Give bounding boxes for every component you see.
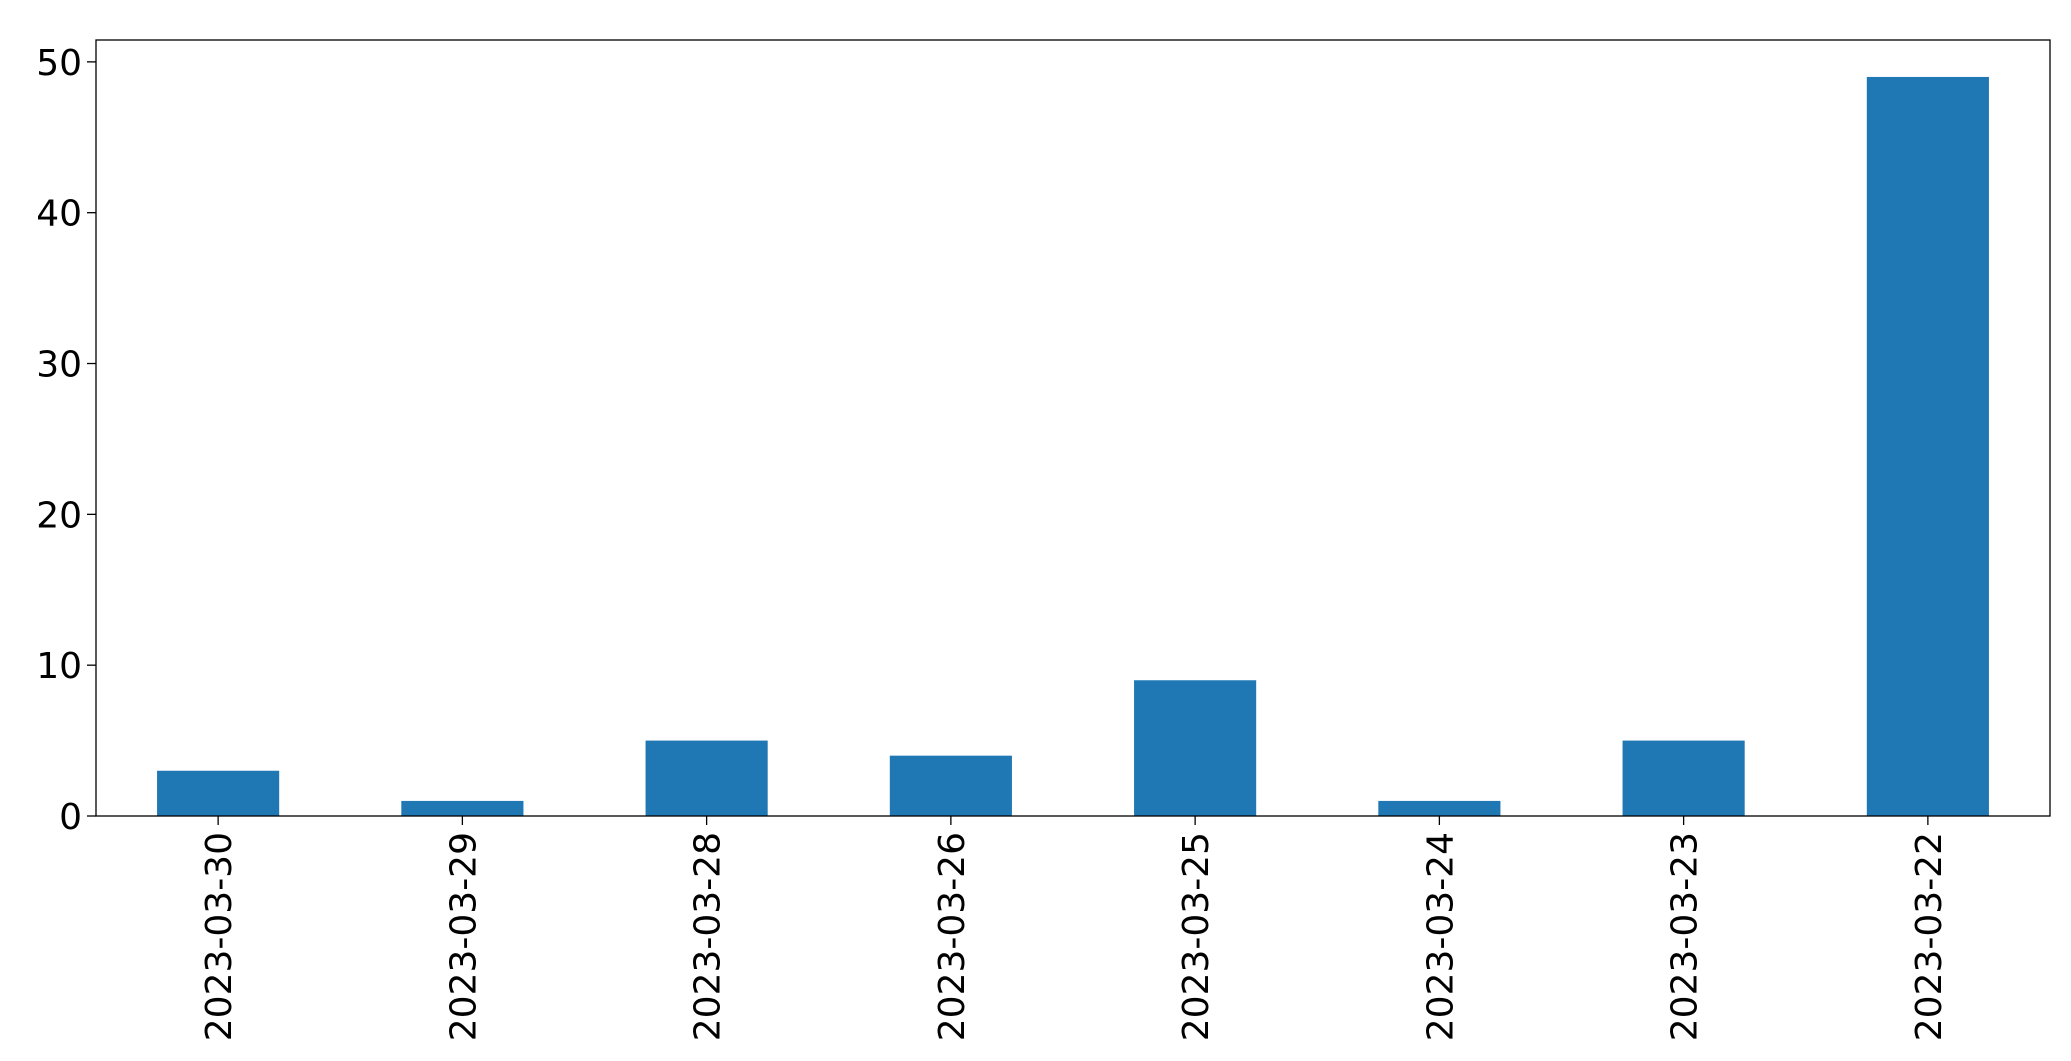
x-tick-label: 2023-03-23: [1665, 832, 1706, 1041]
y-tick-label: 30: [36, 345, 82, 386]
y-tick-label: 20: [36, 495, 82, 536]
x-tick-label: 2023-03-22: [1909, 832, 1950, 1041]
bar: [401, 800, 524, 816]
x-tick-label: 2023-03-28: [688, 832, 729, 1041]
bar: [157, 770, 280, 816]
x-tick-label: 2023-03-30: [199, 832, 240, 1041]
x-tick-label: 2023-03-29: [443, 832, 484, 1041]
y-tick-label: 40: [36, 194, 82, 235]
x-tick-label: 2023-03-25: [1176, 832, 1217, 1041]
bar: [1134, 680, 1257, 816]
bar: [1866, 76, 1989, 816]
y-tick-label: 50: [36, 43, 82, 84]
bar: [1378, 800, 1501, 816]
x-tick-label: 2023-03-24: [1420, 832, 1461, 1041]
y-tick-label: 10: [36, 646, 82, 687]
bar: [889, 755, 1012, 816]
bar: [645, 740, 768, 816]
x-tick-label: 2023-03-26: [932, 832, 973, 1041]
bar: [1622, 740, 1745, 816]
plot-frame: [95, 39, 2051, 817]
y-tick-label: 0: [59, 797, 82, 838]
